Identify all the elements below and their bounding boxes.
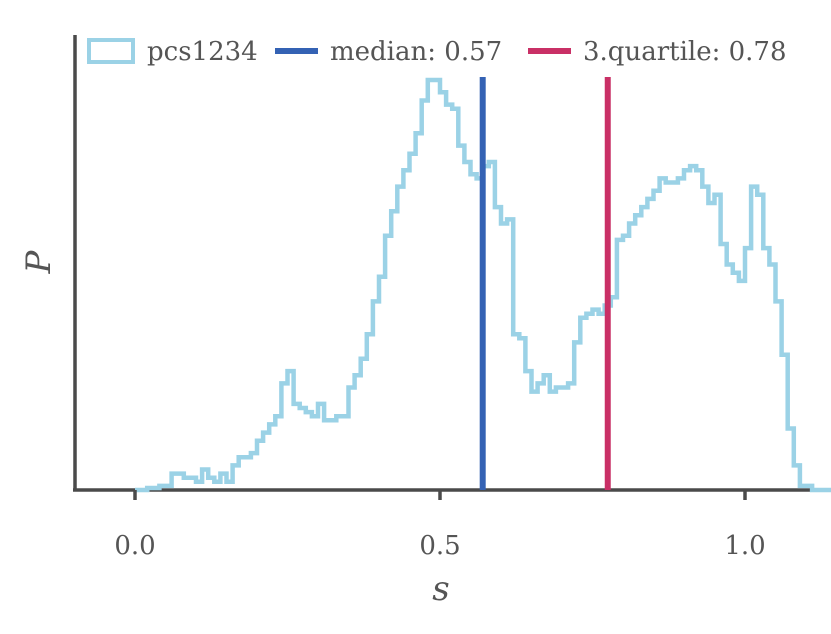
- legend-label-quartile: 3.quartile: 0.78: [583, 37, 787, 67]
- x-tick-label: 0.5: [419, 531, 460, 561]
- x-tick-label: 0.0: [114, 531, 155, 561]
- legend-label-histogram: pcs1234: [147, 37, 258, 67]
- legend-swatch-histogram: [87, 38, 135, 64]
- legend: pcs1234 median: 0.57 3.quartile: 0.78: [87, 37, 787, 67]
- x-tick-label: 1.0: [724, 531, 765, 561]
- y-axis-label: P: [19, 249, 59, 274]
- x-ticks: 0.0 0.5 1.0: [114, 490, 766, 561]
- x-axis-label: s: [432, 569, 449, 609]
- histogram-step-line: [135, 77, 831, 493]
- legend-label-median: median: 0.57: [330, 37, 502, 67]
